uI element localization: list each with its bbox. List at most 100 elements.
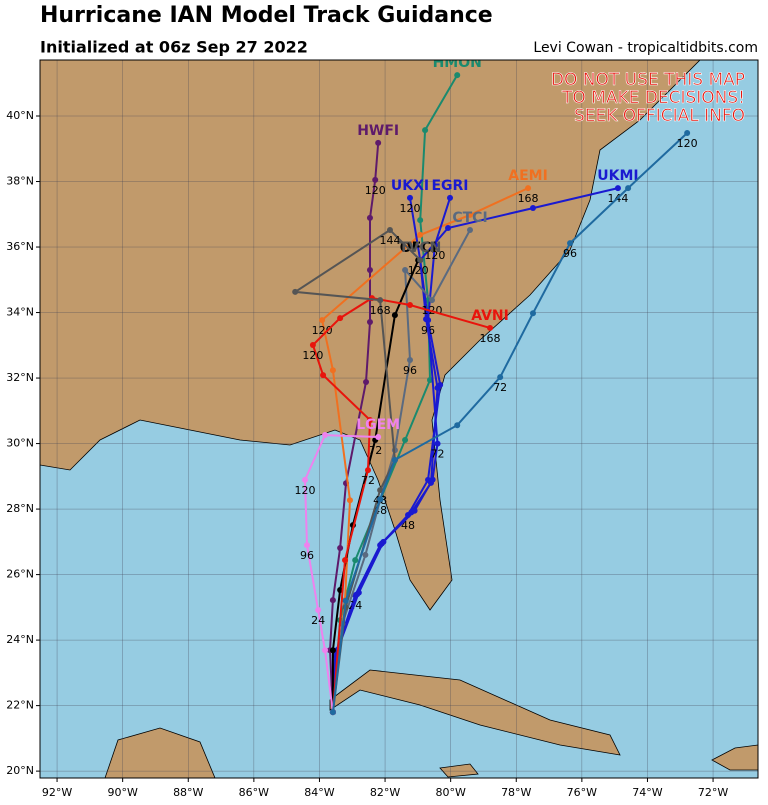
map: 120HWFI48HMON120168AEMI244896144UKMI120U… xyxy=(40,55,758,778)
track-point xyxy=(365,467,372,474)
x-tick-label: 80°W xyxy=(435,786,465,799)
warning-line: DO NOT USE THIS MAP xyxy=(551,70,745,90)
track-point xyxy=(402,436,409,443)
land-cuba xyxy=(329,669,621,756)
track xyxy=(320,187,529,713)
y-tick-label: 30°N xyxy=(6,437,34,450)
land-yucatan xyxy=(104,727,216,778)
track-point xyxy=(684,130,691,137)
track-point xyxy=(386,227,393,234)
track-point xyxy=(434,440,441,447)
track-point xyxy=(292,288,299,295)
hour-label: 72 xyxy=(493,381,507,394)
hour-label: 72 xyxy=(361,474,375,487)
track-point xyxy=(391,312,398,319)
track-point xyxy=(529,205,536,212)
credit: Levi Cowan - tropicaltidbits.com xyxy=(533,40,758,56)
y-tick-label: 36°N xyxy=(6,240,34,253)
hour-label: 48 xyxy=(401,519,415,532)
track-point xyxy=(362,551,369,558)
track-point xyxy=(375,434,382,441)
hour-label: 120 xyxy=(677,137,698,150)
x-tick-label: 84°W xyxy=(304,786,334,799)
hour-label: 96 xyxy=(300,549,314,562)
track-point xyxy=(411,507,418,514)
track-point xyxy=(377,487,384,494)
hour-label: 120 xyxy=(312,324,333,337)
track-point xyxy=(355,589,362,596)
hour-label: 120 xyxy=(424,249,445,262)
track-point xyxy=(614,185,621,192)
track-point xyxy=(529,310,536,317)
y-tick-label: 34°N xyxy=(6,306,34,319)
track-point xyxy=(366,319,373,326)
model-name: EGRI xyxy=(431,178,468,194)
track-point xyxy=(454,422,461,429)
track-point xyxy=(303,542,310,549)
track-point xyxy=(337,545,344,552)
x-tick-label: 78°W xyxy=(501,786,531,799)
hour-label: 168 xyxy=(370,304,391,317)
track-point xyxy=(567,240,574,247)
track-point xyxy=(377,297,384,304)
track-point xyxy=(363,378,370,385)
track-point xyxy=(445,225,452,232)
subtitle: Initialized at 06z Sep 27 2022 xyxy=(40,38,308,57)
track xyxy=(331,74,459,713)
track-point xyxy=(391,456,398,463)
model-name: HMON xyxy=(433,55,482,71)
hour-label: 168 xyxy=(480,332,501,345)
track-point xyxy=(406,357,413,364)
track-point xyxy=(375,139,382,146)
model-name: TVCN xyxy=(399,240,441,256)
model-name: AVNI xyxy=(471,308,509,324)
y-tick-label: 24°N xyxy=(6,633,34,646)
track-point xyxy=(406,194,413,201)
track-point xyxy=(329,597,336,604)
track-point xyxy=(377,496,384,503)
track-point xyxy=(425,317,432,324)
x-tick-label: 88°W xyxy=(173,786,203,799)
hour-label: 168 xyxy=(518,192,539,205)
x-tick-label: 72°W xyxy=(698,786,728,799)
track-point xyxy=(337,315,344,322)
track-point xyxy=(322,432,329,439)
model-name: HWFI xyxy=(357,123,399,139)
y-tick-label: 26°N xyxy=(6,568,34,581)
track-point xyxy=(342,597,349,604)
track-point xyxy=(309,341,316,348)
track-point xyxy=(329,709,336,716)
track-point xyxy=(402,266,409,273)
track-point xyxy=(329,367,336,374)
track-point xyxy=(346,497,353,504)
model-name: UKXI xyxy=(391,178,429,194)
hour-label: 96 xyxy=(563,247,577,260)
track-point xyxy=(431,242,438,249)
y-tick-label: 22°N xyxy=(6,699,34,712)
track-point xyxy=(429,476,436,483)
warning-line: TO MAKE DECISIONS! xyxy=(561,88,745,108)
title: Hurricane IAN Model Track Guidance xyxy=(40,3,493,28)
model-name: OFCI xyxy=(400,240,437,256)
track-point xyxy=(454,72,461,79)
land-hispaniola xyxy=(711,744,758,771)
track-point xyxy=(467,227,474,234)
model-name: LGEM xyxy=(356,417,400,433)
track-point xyxy=(380,538,387,545)
y-tick-label: 32°N xyxy=(6,371,34,384)
track-point xyxy=(366,416,373,423)
track-point xyxy=(497,374,504,381)
track-point xyxy=(329,647,336,654)
track-point xyxy=(625,185,632,192)
y-tick-label: 28°N xyxy=(6,502,34,515)
track-point xyxy=(352,557,359,564)
hour-label: 96 xyxy=(403,364,417,377)
hour-label: 120 xyxy=(365,184,386,197)
y-tick-label: 20°N xyxy=(6,764,34,777)
hour-label: 72 xyxy=(368,444,382,457)
track-point xyxy=(447,194,454,201)
model-name: UKMI xyxy=(597,168,638,184)
x-tick-label: 90°W xyxy=(107,786,137,799)
